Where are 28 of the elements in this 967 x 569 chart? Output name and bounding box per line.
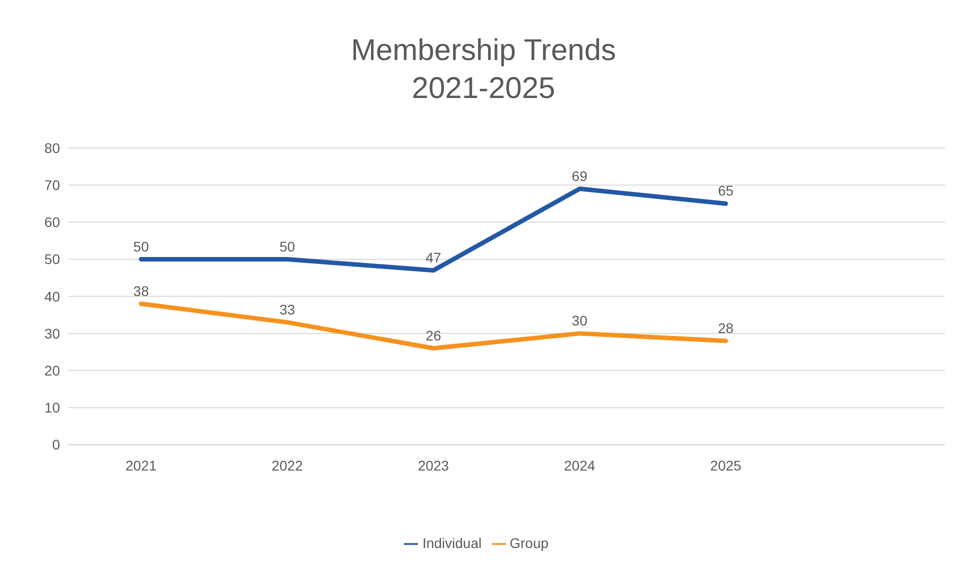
data-label: 38 [133,282,150,299]
data-label: 26 [426,327,442,344]
y-tick-label: 80 [44,140,60,156]
y-tick-label: 0 [52,436,60,453]
data-label: 69 [572,168,588,184]
x-tick-label: 2023 [418,458,450,474]
x-tick-label: 2024 [564,458,596,474]
x-tick-label: 2025 [710,458,742,474]
y-tick-label: 10 [44,400,60,416]
x-tick-label: 2022 [272,458,304,474]
data-label: 28 [718,320,734,336]
data-label: 65 [718,182,734,199]
legend-label: Individual [422,534,482,551]
y-tick-label: 40 [44,288,60,304]
data-label: 50 [133,238,150,254]
data-label: 47 [426,249,442,266]
y-tick-label: 30 [44,325,60,342]
chart-subtitle: 2021-2025 [410,71,556,107]
y-tick-label: 70 [44,177,60,194]
data-label: 50 [279,238,296,254]
x-tick-label: 2021 [126,458,157,474]
y-tick-label: 60 [44,214,60,230]
y-tick-label: 20 [44,362,60,378]
data-label: 30 [572,312,588,328]
data-label: 33 [279,301,296,318]
legend-label: Group [510,534,549,551]
y-tick-label: 50 [44,251,60,268]
chart-title: Membership Trends [350,33,618,69]
